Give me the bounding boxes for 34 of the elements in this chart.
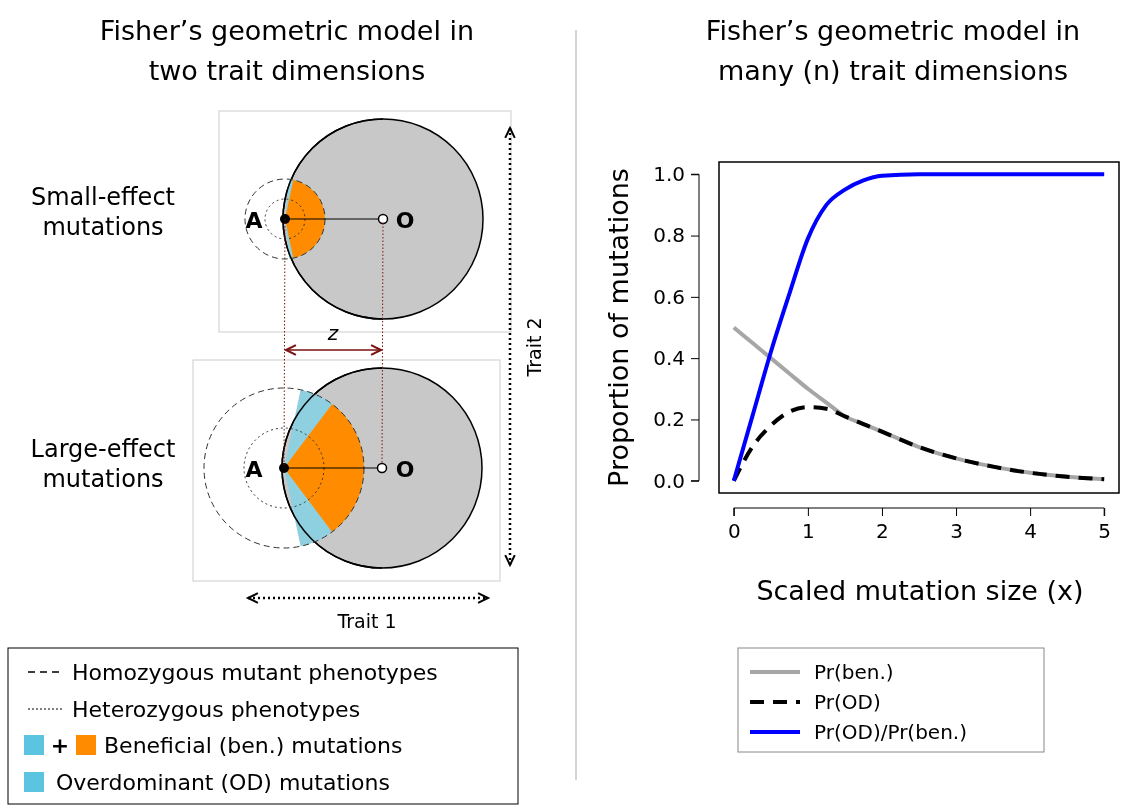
x-tick-label: 2 [876,519,889,544]
x-tick-label: 0 [727,519,741,544]
y-tick-label: 0.0 [653,468,685,493]
y-axis-title: Proportion of mutations [603,168,634,487]
x-axis-title: Scaled mutation size (x) [756,575,1084,606]
text: A [245,457,263,482]
line-series [731,172,1107,483]
chart-title: Fisher’s geometric model in many (n) trait dimensions [705,15,1081,86]
legend-label: Pr(OD)/Pr(ben.) [814,720,967,744]
text: Small-effect mutations [31,183,175,241]
text: z [326,321,339,345]
text: O [395,208,415,233]
text: O [395,457,415,482]
text: Large-effect mutations [30,435,176,493]
x-tick-label: 5 [1098,519,1112,544]
text: Beneficial (ben.) mutations [104,733,403,758]
y-tick-label: 0.4 [653,346,685,371]
x-tick-label: 3 [950,519,963,544]
y-tick-label: 0.2 [653,407,685,432]
text: A [245,208,263,233]
y-tick-label: 0.8 [653,223,685,248]
legend-label: Pr(OD) [814,690,881,714]
text: Trait 1 [336,610,397,632]
text: Overdominant (OD) mutations [56,770,390,795]
legend-label: Pr(ben.) [814,660,894,684]
x-tick-label: 1 [802,519,815,544]
text: Fisher’s geometric model in two trait dimensions [99,15,475,86]
y-tick-label: 1.0 [653,162,685,187]
text: Heterozygous phenotypes [72,697,361,722]
y-tick-label: 0.6 [653,284,685,309]
text: Trait 2 [523,317,545,378]
text: + [50,733,70,758]
text: Homozygous mutant phenotypes [72,660,438,685]
x-tick-label: 4 [1024,519,1037,544]
